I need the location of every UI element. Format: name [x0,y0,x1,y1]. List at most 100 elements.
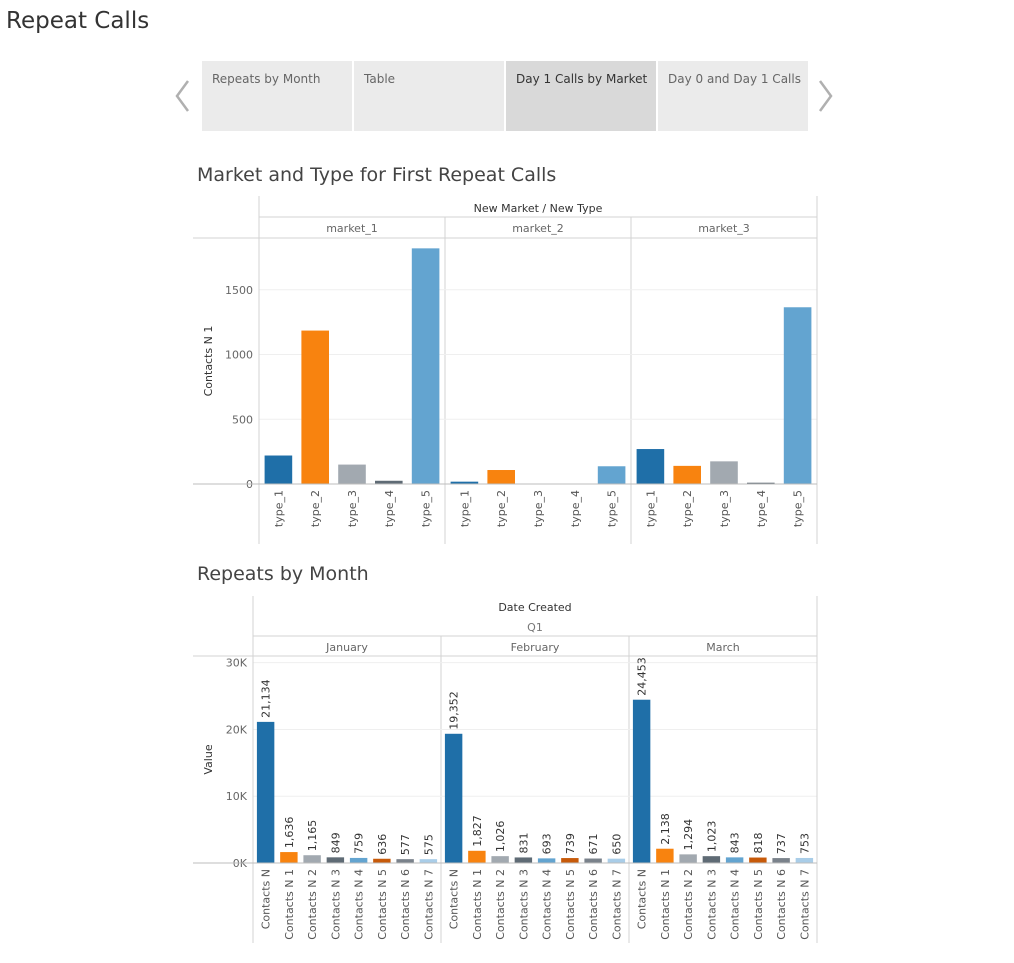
bar [514,857,533,863]
bar [702,856,721,863]
y-tick-label: 20K [226,723,248,736]
chevron-right-icon [818,80,833,112]
y-tick-label: 1500 [225,284,253,297]
data-label: 575 [422,834,435,855]
group-label: market_1 [326,222,378,235]
x-tick-label: Contacts N 6 [587,869,600,940]
y-tick-label: 30K [226,657,248,670]
bar [749,857,767,863]
x-tick-label: Contacts N 4 [541,869,554,940]
bar [301,330,329,484]
x-tick-label: Contacts N 3 [517,869,530,940]
x-tick-label: Contacts N 5 [564,869,577,940]
x-tick-label: Contacts N 1 [283,869,296,940]
bar [450,481,479,484]
bar [772,858,790,863]
data-label: 671 [587,834,600,855]
x-tick-label: type_4 [383,490,396,527]
x-tick-label: type_3 [532,490,545,527]
bar [468,850,486,863]
data-label: 2,138 [659,813,672,845]
group-label: market_3 [698,222,750,235]
chart-header-label: Date Created [498,601,571,614]
tab-repeats-by-month[interactable]: Repeats by Month [202,61,352,131]
bar [411,248,440,484]
bar [419,859,438,863]
tab-day-1-calls-by-market[interactable]: Day 1 Calls by Market [506,61,656,131]
data-label: 693 [541,833,554,854]
bar [338,464,366,484]
tab-day-0-and-day-1-calls[interactable]: Day 0 and Day 1 Calls [658,61,808,131]
x-tick-label: type_1 [458,490,471,527]
x-tick-label: type_4 [569,490,582,527]
next-tab-button[interactable] [814,78,836,114]
bar [264,455,293,484]
x-tick-label: Contacts N 2 [306,869,319,940]
data-label: 753 [798,833,811,854]
x-tick-label: Contacts N 5 [752,869,765,940]
data-label: 577 [399,834,412,855]
x-tick-label: Contacts N 1 [659,869,672,940]
bar [487,470,515,484]
x-tick-label: type_5 [792,490,805,527]
tab-table[interactable]: Table [354,61,504,131]
chart-title-market-type: Market and Type for First Repeat Calls [197,164,557,186]
x-tick-label: Contacts N 7 [798,869,811,940]
bar [783,307,812,484]
x-tick-label: Contacts N 6 [775,869,788,940]
y-tick-label: 10K [226,790,248,803]
y-axis-title: Value [202,744,215,774]
x-tick-label: Contacts N 3 [705,869,718,940]
chart-subheader-label: Q1 [527,621,543,634]
bar [537,858,556,863]
data-label: 831 [517,832,530,853]
x-tick-label: Contacts N 4 [729,869,742,940]
y-axis-title: Contacts N 1 [202,326,215,397]
x-tick-label: Contacts N 2 [494,869,507,940]
bar [561,858,579,863]
bar [636,449,665,484]
data-label: 636 [376,834,389,855]
bar [303,855,321,863]
previous-tab-button[interactable] [172,78,194,114]
group-label: March [706,641,740,654]
chart-header-label: New Market / New Type [474,202,603,215]
x-tick-label: Contacts N 5 [376,869,389,940]
bar [349,857,368,863]
group-label: market_2 [512,222,564,235]
data-label: 759 [353,833,366,854]
bar [597,466,626,484]
bar [710,461,738,484]
x-tick-label: type_1 [644,490,657,527]
x-tick-label: Contacts N 7 [422,869,435,940]
data-label: 1,636 [283,817,296,849]
y-tick-label: 1000 [225,349,253,362]
data-label: 739 [564,833,577,854]
bar [373,858,391,863]
x-tick-label: Contacts N 4 [353,869,366,940]
group-label: January [325,641,368,654]
bar [673,465,701,484]
data-label: 1,827 [471,815,484,847]
bar [396,859,414,863]
page-title: Repeat Calls [6,8,150,34]
data-label: 1,026 [494,821,507,853]
chart-title-repeats-by-month: Repeats by Month [197,563,369,585]
data-label: 19,352 [448,691,461,730]
x-tick-label: type_4 [755,490,768,527]
bar [444,733,463,863]
x-tick-label: Contacts N [260,869,273,929]
x-tick-label: Contacts N [636,869,649,929]
x-tick-label: type_3 [718,490,731,527]
bar [632,699,651,863]
x-tick-label: Contacts N [448,869,461,929]
x-tick-label: Contacts N 3 [329,869,342,940]
data-label: 1,294 [682,819,695,851]
x-tick-label: type_5 [606,490,619,527]
data-label: 24,453 [636,657,649,696]
bar [256,721,275,863]
chevron-left-icon [175,80,190,112]
bar [280,852,298,863]
